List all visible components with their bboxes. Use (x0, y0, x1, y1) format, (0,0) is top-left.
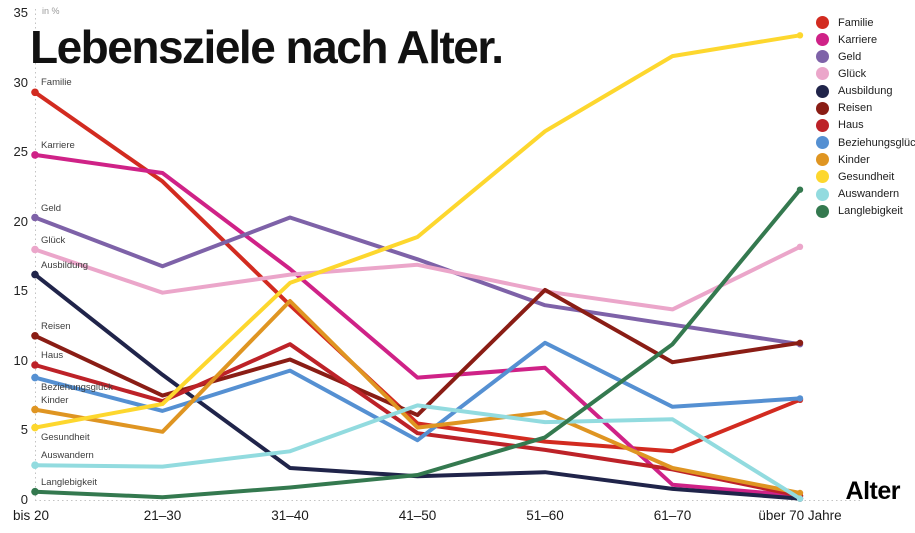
legend-item-gl-ck: Glück (816, 66, 866, 81)
legend-dot-kinder (816, 153, 829, 167)
legend-dot-auswandern (816, 187, 829, 201)
y-tick-30: 30 (13, 74, 28, 90)
line-geld (33, 215, 802, 347)
line-auswandern (33, 403, 802, 501)
legend-dot-gesundheit (816, 170, 829, 184)
legend-dot-beziehungsgl-ck (816, 136, 829, 150)
line-reisen (33, 287, 802, 418)
line-langlebigkeit (33, 187, 802, 500)
line-beziehungsgl-ck (33, 340, 802, 443)
start-dot-karriere (31, 151, 39, 159)
end-dot-gl-ck (796, 243, 804, 250)
y-axis-unit-label: in % (42, 6, 60, 16)
start-dot-langlebigkeit (31, 487, 39, 496)
y-tick-35: 35 (13, 5, 28, 20)
end-dot-reisen (796, 339, 804, 346)
legend-dot-karriere (816, 33, 829, 47)
page-title: Lebensziele nach Alter. (30, 21, 504, 73)
series-label-ausbildung: Ausbildung (41, 259, 89, 271)
legend-dot-langlebigkeit (816, 204, 829, 218)
legend-label-familie: Familie (838, 16, 874, 29)
legend-item-gesundheit: Gesundheit (816, 169, 894, 184)
legend-label-auswandern: Auswandern (838, 188, 900, 200)
line-gl-ck (33, 244, 802, 312)
x-tick-21-30: 21–30 (143, 508, 182, 523)
start-dot-kinder (31, 405, 39, 414)
line-gesundheit (33, 33, 802, 430)
legend-item-haus: Haus (816, 118, 864, 133)
legend-dot-haus (816, 118, 829, 132)
legend-label-haus: Haus (838, 119, 864, 132)
start-dot-reisen (31, 332, 39, 340)
start-dot-beziehungsgl-ck (31, 373, 39, 382)
start-dot-geld (31, 213, 39, 222)
series-label-kinder: Kinder (41, 394, 69, 406)
start-dot-gl-ck (31, 245, 39, 254)
series-label-karriere: Karriere (41, 139, 75, 151)
end-dot-auswandern (796, 495, 804, 502)
legend-item-langlebigkeit: Langlebigkeit (816, 204, 903, 219)
y-tick-10: 10 (13, 352, 28, 368)
end-dot-beziehungsgl-ck (796, 395, 804, 402)
series-label-familie: Familie (41, 77, 72, 89)
series-label-langlebigkeit: Langlebigkeit (41, 476, 97, 488)
legend-dot-familie (816, 16, 829, 29)
y-tick-25: 25 (13, 144, 28, 160)
start-dot-auswandern (31, 461, 39, 470)
y-tick-15: 15 (13, 283, 28, 299)
line-karriere (33, 152, 802, 498)
start-dot-ausbildung (31, 270, 39, 279)
legend-label-ausbildung: Ausbildung (838, 85, 893, 98)
x-tick-31-40: 31–40 (271, 508, 309, 523)
x-tick-bis-20: bis 20 (13, 508, 50, 523)
series-label-gesundheit: Gesundheit (41, 431, 90, 443)
legend-label-kinder: Kinder (838, 153, 870, 166)
legend-item-karriere: Karriere (816, 32, 877, 47)
end-dot-langlebigkeit (796, 186, 804, 193)
line-familie (33, 90, 802, 454)
legend-dot-gl-ck (816, 67, 829, 81)
legend-label-gesundheit: Gesundheit (838, 170, 895, 183)
series-label-gl-ck: Glück (41, 234, 66, 246)
end-dot-gesundheit (796, 32, 804, 39)
series-label-beziehungsgl-ck: Beziehungsglück (41, 381, 113, 393)
start-dot-gesundheit (31, 423, 39, 432)
legend-item-beziehungsgl-ck: Beziehungsglück (816, 135, 915, 150)
x-axis-title: Alter (845, 477, 901, 505)
x-tick-61-70: 61–70 (653, 508, 692, 523)
series-label-geld: Geld (41, 202, 62, 214)
legend-item-ausbildung: Ausbildung (816, 84, 892, 99)
legend-item-geld: Geld (816, 49, 861, 64)
start-dot-familie (31, 88, 39, 97)
y-tick-20: 20 (13, 213, 28, 229)
legend-label-karriere: Karriere (838, 33, 878, 46)
legend-item-familie: Familie (816, 15, 873, 30)
legend-dot-ausbildung (816, 84, 829, 98)
end-dot-kinder (796, 489, 804, 497)
y-tick-5: 5 (20, 422, 28, 438)
legend-item-kinder: Kinder (816, 152, 870, 167)
x-tick-41-50: 41–50 (398, 508, 437, 523)
legend-dot-reisen (816, 101, 829, 115)
legend-item-auswandern: Auswandern (816, 187, 899, 202)
legend-label-geld: Geld (838, 50, 862, 63)
legend-label-reisen: Reisen (838, 102, 873, 115)
x-tick--ber-70-jahre: über 70 Jahre (758, 508, 842, 523)
legend-item-reisen: Reisen (816, 101, 872, 116)
legend-label-langlebigkeit: Langlebigkeit (838, 205, 903, 218)
start-dot-haus (31, 361, 39, 369)
x-tick-51-60: 51–60 (526, 508, 564, 523)
series-label-auswandern: Auswandern (41, 450, 94, 462)
legend-dot-geld (816, 50, 829, 64)
line-kinder (33, 299, 802, 495)
legend-label-gl-ck: Glück (838, 67, 867, 80)
legend-label-beziehungsgl-ck: Beziehungsglück (838, 136, 915, 149)
series-label-haus: Haus (41, 350, 64, 362)
series-label-reisen: Reisen (41, 320, 71, 332)
y-tick-0: 0 (20, 492, 28, 507)
